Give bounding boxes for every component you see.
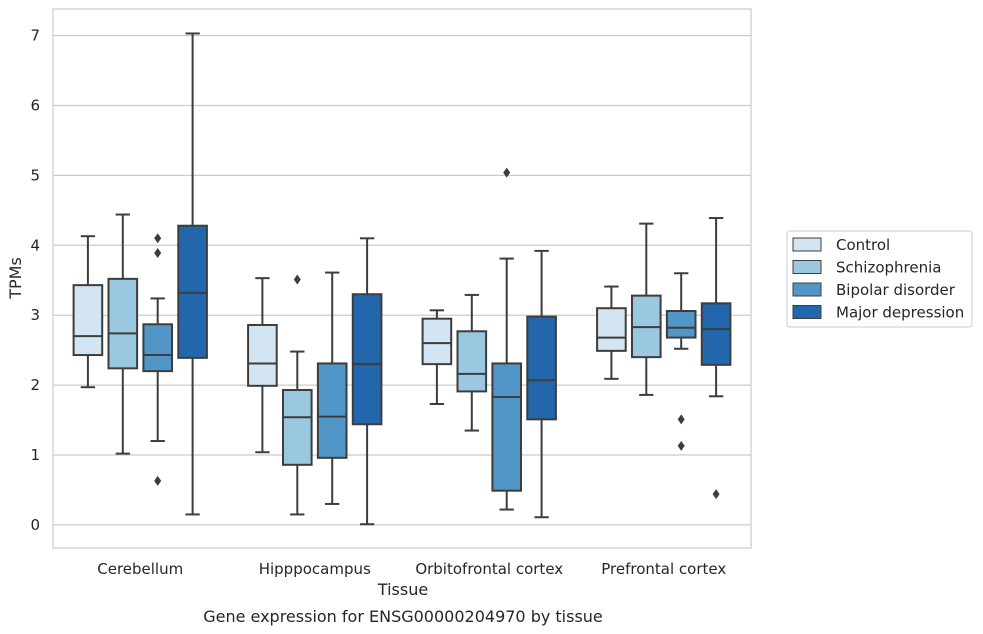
legend-label: Control <box>836 236 890 254</box>
box-iqr <box>177 224 208 359</box>
box-iqr <box>351 293 383 426</box>
legend-swatch <box>792 305 822 319</box>
outlier-point <box>154 233 162 244</box>
legend-label: Bipolar disorder <box>836 281 956 299</box>
box-iqr <box>596 307 627 352</box>
y-tick-labels: 0 1 2 3 4 5 6 7 <box>30 27 40 534</box>
x-tick-label: Prefrontal cortex <box>601 560 726 578</box>
box-iqr <box>281 389 313 466</box>
legend-swatch <box>792 282 822 297</box>
x-tick-label: Cerebellum <box>97 560 183 578</box>
x-tick-label: Orbitofrontal cortex <box>415 560 563 578</box>
y-tick-label-7: 7 <box>30 27 40 45</box>
boxes <box>72 32 732 526</box>
box-iqr <box>491 362 523 492</box>
legend-frame <box>786 230 973 328</box>
legend-label: Schizophrenia <box>836 259 941 277</box>
box-2-3 <box>526 249 557 519</box>
outlier-point <box>712 489 720 500</box>
box-2-2 <box>491 167 523 511</box>
box-0-1 <box>107 213 139 455</box>
outlier-point <box>503 167 511 178</box>
box-0-2 <box>142 233 174 486</box>
box-3-3 <box>700 217 732 500</box>
y-tick-label-2: 2 <box>30 376 40 394</box>
box-iqr <box>247 323 278 387</box>
outlier-point <box>154 475 162 486</box>
box-1-3 <box>351 237 383 526</box>
box-iqr <box>456 330 488 393</box>
box-iqr <box>526 315 557 421</box>
plot-area <box>52 8 752 549</box>
box-0-0 <box>72 235 104 389</box>
box-iqr <box>700 302 732 366</box>
x-tick-label: Hipppocampus <box>259 560 371 578</box>
box-iqr <box>665 310 697 339</box>
y-axis-label: TPMs <box>6 257 25 300</box>
y-tick-label-4: 4 <box>30 236 40 254</box>
box-iqr <box>316 362 348 459</box>
y-tick-label-6: 6 <box>30 96 40 114</box>
y-tick-label-3: 3 <box>30 306 40 324</box>
grid-lines <box>53 34 751 526</box>
figure-caption: Gene expression for ENSG00000204970 by t… <box>203 607 603 626</box>
box-0-3 <box>177 32 208 516</box>
legend: Control Schizophrenia Bipolar disorder Majo… <box>786 230 973 328</box>
box-2-0 <box>421 309 453 405</box>
box-1-0 <box>247 277 278 454</box>
box-3-1 <box>630 222 662 396</box>
legend-swatch <box>792 237 822 252</box>
outlier-point <box>677 414 685 425</box>
box-iqr <box>142 323 174 373</box>
box-iqr <box>107 277 139 370</box>
box-iqr <box>72 284 104 357</box>
legend-label: Major depression <box>836 304 964 322</box>
y-tick-label-0: 0 <box>30 516 40 534</box>
box-3-2 <box>665 272 697 451</box>
y-tick-label-5: 5 <box>30 166 40 184</box>
x-tick-labels: Cerebellum Hipppocampus Orbitofrontal cort… <box>97 560 726 578</box>
box-1-2 <box>316 271 348 505</box>
x-axis-label: Tissue <box>377 580 428 599</box>
outlier-point <box>154 247 162 258</box>
box-iqr <box>421 317 453 366</box>
legend-swatch <box>792 260 822 274</box>
outlier-point <box>677 440 685 451</box>
box-3-0 <box>596 285 627 380</box>
y-tick-label-1: 1 <box>30 446 40 464</box>
outlier-point <box>293 274 301 285</box>
box-2-1 <box>456 293 488 432</box>
box-1-1 <box>281 274 313 516</box>
